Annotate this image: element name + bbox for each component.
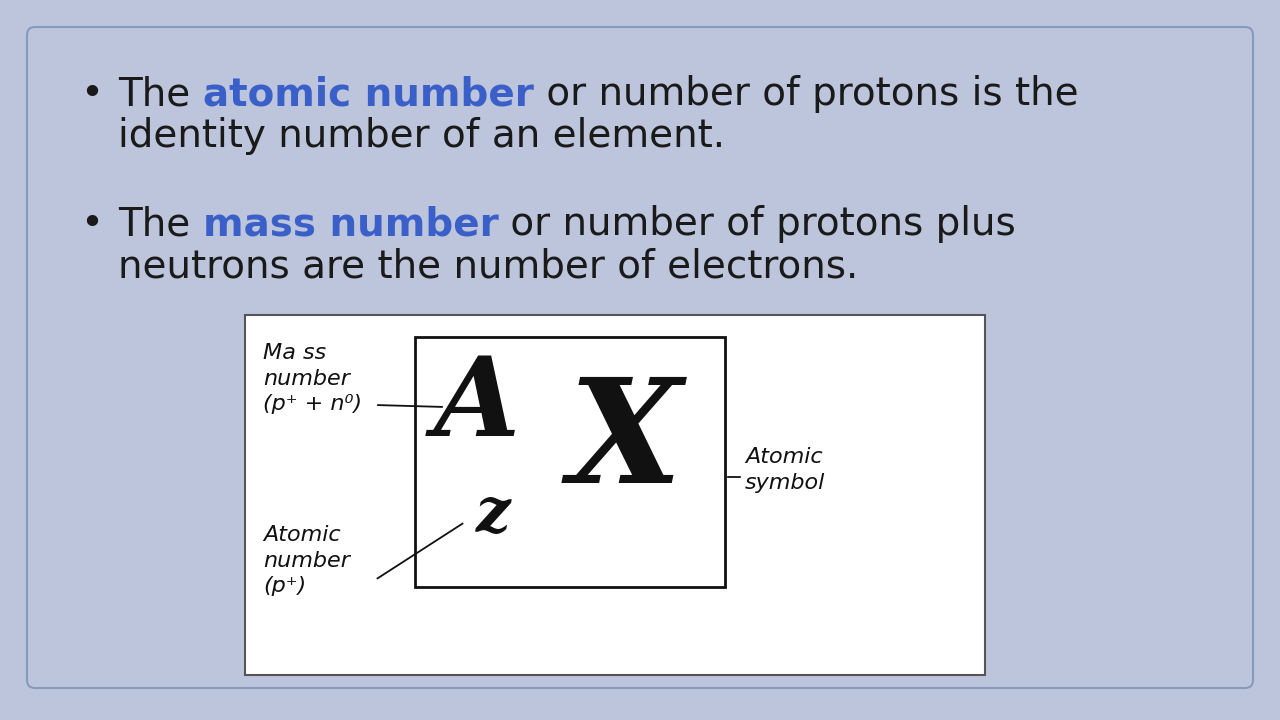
Bar xyxy=(415,337,724,587)
Text: z: z xyxy=(476,485,511,545)
FancyBboxPatch shape xyxy=(27,27,1253,688)
Text: Ma ss
number
(p⁺ + n⁰): Ma ss number (p⁺ + n⁰) xyxy=(262,343,362,414)
Text: Atomic
number
(p⁺): Atomic number (p⁺) xyxy=(262,525,349,596)
Text: neutrons are the number of electrons.: neutrons are the number of electrons. xyxy=(118,247,859,285)
Text: identity number of an element.: identity number of an element. xyxy=(118,117,726,155)
Text: mass number: mass number xyxy=(202,205,498,243)
Bar xyxy=(244,315,986,675)
Text: or number of protons plus: or number of protons plus xyxy=(498,205,1016,243)
Text: The: The xyxy=(118,75,202,113)
Text: A: A xyxy=(434,352,520,459)
Text: X: X xyxy=(568,372,681,513)
Text: or number of protons is the: or number of protons is the xyxy=(534,75,1078,113)
Text: atomic number: atomic number xyxy=(202,75,534,113)
Text: Atomic
symbol: Atomic symbol xyxy=(745,447,826,492)
Text: •: • xyxy=(79,75,102,113)
Text: •: • xyxy=(79,205,102,243)
Text: The: The xyxy=(118,205,202,243)
